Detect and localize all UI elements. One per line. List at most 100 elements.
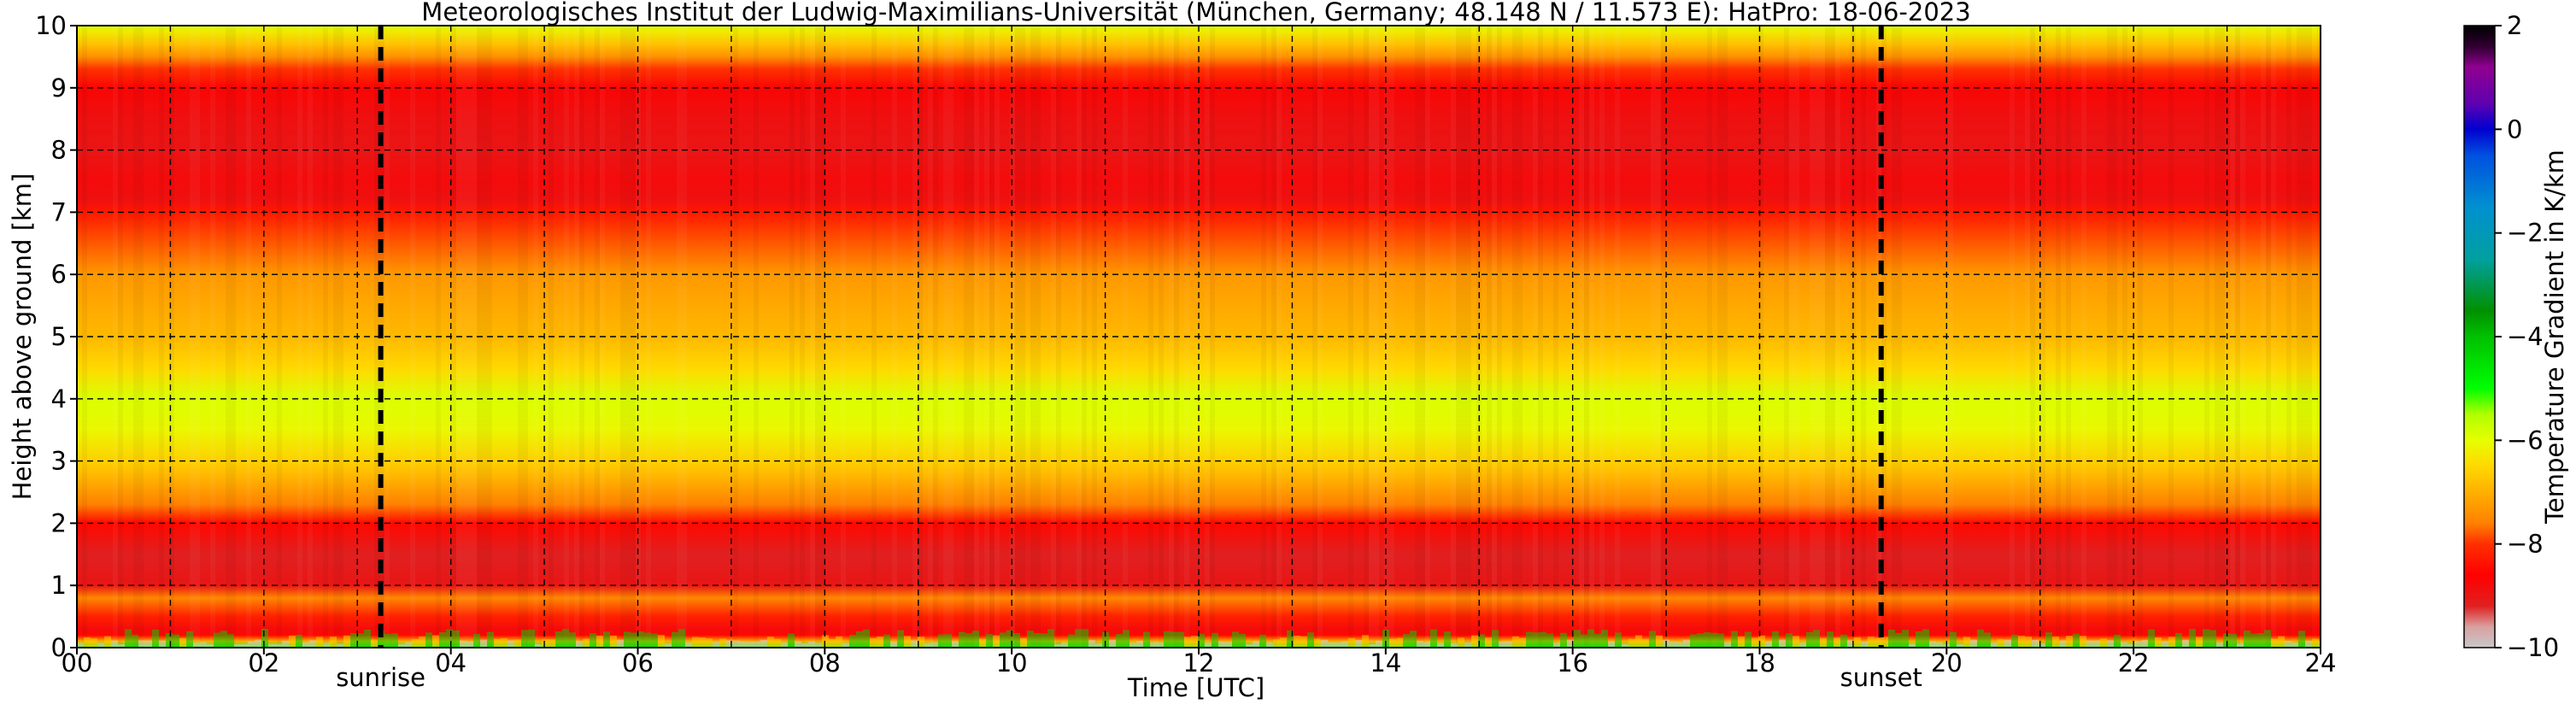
x-tick-label: 06 <box>622 648 654 678</box>
ground-speckle <box>1834 637 1840 648</box>
ground-speckle <box>2278 636 2285 648</box>
ground-speckle <box>617 639 624 648</box>
ground-speckle <box>918 637 924 648</box>
y-tick-label: 8 <box>51 136 67 165</box>
texture-stripe <box>82 26 87 648</box>
texture-stripe <box>1374 26 1379 648</box>
texture-stripe <box>2235 26 2240 648</box>
ground-speckle <box>398 643 405 648</box>
ground-speckle <box>1779 639 1786 648</box>
ground-speckle <box>1868 637 1875 648</box>
texture-stripe <box>1169 26 1174 648</box>
ground-speckle <box>2025 637 2032 648</box>
colorbar-tick-label: 2 <box>2507 11 2522 40</box>
ground-speckle <box>1963 637 1970 648</box>
ground-speckle <box>733 640 740 648</box>
ground-speckle <box>924 642 931 648</box>
ground-speckle <box>494 638 501 648</box>
ground-speckle <box>480 639 487 648</box>
ground-speckle <box>1724 642 1731 648</box>
ground-speckle <box>781 642 788 648</box>
ground-speckle <box>1690 634 1697 648</box>
texture-stripe <box>246 26 251 648</box>
ground-speckle <box>1622 643 1628 648</box>
texture-stripe <box>1384 26 1389 648</box>
ground-speckle <box>453 630 460 648</box>
texture-stripe <box>1784 26 1789 648</box>
ground-speckle <box>658 635 665 648</box>
ground-speckle <box>514 639 521 648</box>
ground-speckle <box>1574 630 1581 648</box>
ground-speckle <box>1683 639 1690 648</box>
ground-speckle <box>1786 633 1793 648</box>
ground-speckle <box>1000 632 1006 648</box>
texture-stripe <box>461 26 466 648</box>
texture-stripe <box>1599 26 1605 648</box>
ground-speckle <box>405 642 412 648</box>
ground-speckle <box>1212 632 1218 648</box>
ground-speckle <box>2216 642 2223 648</box>
ground-speckle <box>1922 629 1929 648</box>
colorbar-tick-label: −10 <box>2507 633 2559 662</box>
ground-speckle <box>808 642 815 648</box>
ground-speckle <box>378 631 384 648</box>
ground-speckle <box>1109 639 1116 648</box>
ground-speckle <box>1232 631 1239 648</box>
ground-speckle <box>528 629 535 648</box>
ground-speckle <box>1793 636 1799 648</box>
ground-speckle <box>1533 632 1540 648</box>
ground-speckle <box>1396 637 1403 648</box>
ground-speckle <box>159 640 166 648</box>
ground-speckle <box>1615 632 1622 648</box>
ground-speckle <box>1287 630 1294 648</box>
ground-speckle <box>1082 629 1088 648</box>
ground-speckle <box>2196 637 2203 648</box>
x-tick-label: 04 <box>435 648 466 678</box>
ground-speckle <box>1143 631 1150 648</box>
ground-speckle <box>439 632 446 648</box>
ground-speckle <box>255 639 261 648</box>
ground-speckle <box>1854 637 1861 648</box>
ground-speckle <box>1813 630 1820 648</box>
x-axis-label: Time [UTC] <box>1127 673 1265 702</box>
ground-speckle <box>842 642 849 648</box>
ground-speckle <box>1594 633 1601 648</box>
ground-speckle <box>261 629 268 648</box>
ground-speckle <box>487 631 494 648</box>
texture-stripe <box>2215 26 2220 648</box>
colorbar-scale <box>2463 25 2496 648</box>
ground-speckle <box>296 635 302 648</box>
ground-speckle <box>1567 640 1574 648</box>
ground-speckle <box>1909 643 1916 648</box>
colorbar-tick-label: 0 <box>2507 114 2522 144</box>
texture-stripe <box>1579 26 1584 648</box>
texture-stripe <box>933 26 938 648</box>
ground-speckle <box>856 631 863 648</box>
ground-speckle <box>590 633 596 648</box>
ground-speckle <box>207 643 214 648</box>
ground-speckle <box>904 636 911 648</box>
ground-speckle <box>747 642 754 648</box>
ground-speckle <box>330 637 337 648</box>
texture-stripe <box>625 26 631 648</box>
ground-speckle <box>911 640 918 648</box>
ground-speckle <box>2032 639 2039 648</box>
ground-speckle <box>1382 629 1389 648</box>
texture-stripe <box>2286 26 2291 648</box>
ground-speckle <box>1239 633 1246 648</box>
ground-speckle <box>2066 636 2073 648</box>
y-tick-label: 2 <box>51 508 67 537</box>
texture-stripe <box>133 26 138 648</box>
texture-stripe <box>841 26 846 648</box>
texture-stripe <box>2204 26 2209 648</box>
ground-speckle <box>1116 634 1123 648</box>
texture-stripe <box>2010 26 2015 648</box>
texture-stripe <box>1312 26 1317 648</box>
ground-speckle <box>2100 638 2107 648</box>
texture-stripe <box>1651 26 1656 648</box>
ground-speckle <box>1471 635 1478 648</box>
ground-speckle <box>1348 637 1355 648</box>
ground-speckle <box>1581 634 1587 648</box>
ground-speckle <box>754 641 760 648</box>
ground-speckle <box>1526 631 1533 648</box>
